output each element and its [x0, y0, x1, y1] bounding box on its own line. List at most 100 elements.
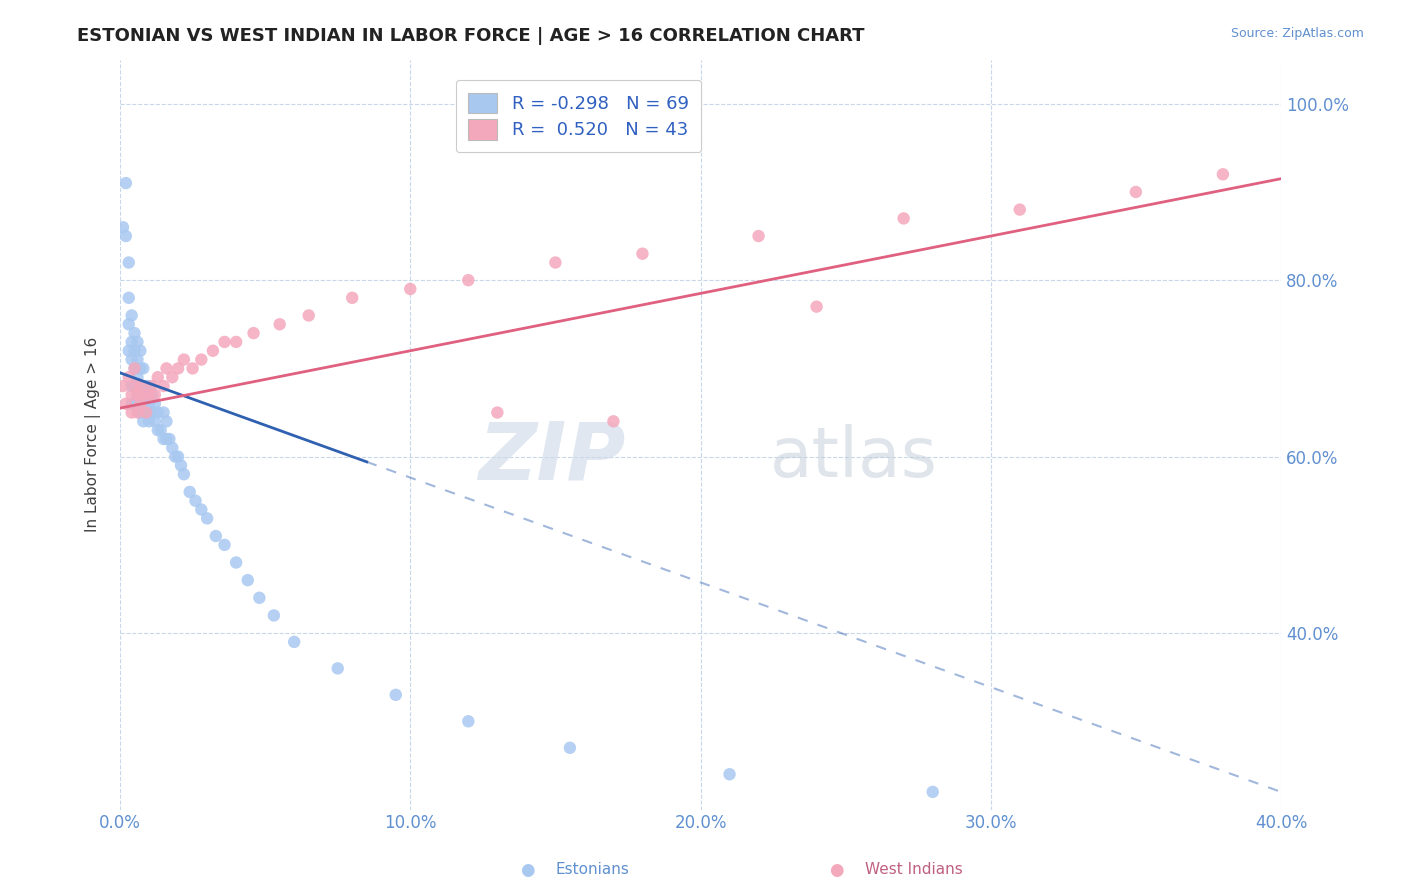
- Point: [129, 361, 152, 376]
- Point: [602, 414, 624, 428]
- Point: [127, 370, 149, 384]
- Point: [157, 432, 180, 446]
- Point: [184, 493, 207, 508]
- Point: [326, 661, 349, 675]
- Point: [893, 211, 915, 226]
- Point: [152, 432, 174, 446]
- Point: [141, 405, 163, 419]
- Point: [205, 529, 228, 543]
- Point: [138, 397, 160, 411]
- Text: atlas: atlas: [770, 424, 938, 491]
- Point: [214, 538, 236, 552]
- Point: [149, 423, 172, 437]
- Point: [181, 361, 204, 376]
- Point: [141, 379, 163, 393]
- Point: [155, 432, 177, 446]
- Point: [127, 388, 149, 402]
- Text: ●: ●: [830, 861, 844, 879]
- Point: [718, 767, 741, 781]
- Point: [155, 361, 177, 376]
- Point: [631, 246, 654, 260]
- Point: [124, 397, 146, 411]
- Point: [121, 379, 143, 393]
- Point: [298, 309, 321, 323]
- Point: [748, 229, 770, 244]
- Legend: R = -0.298   N = 69, R =  0.520   N = 43: R = -0.298 N = 69, R = 0.520 N = 43: [456, 80, 702, 153]
- Point: [558, 740, 581, 755]
- Point: [141, 388, 163, 402]
- Text: Source: ZipAtlas.com: Source: ZipAtlas.com: [1230, 27, 1364, 40]
- Point: [135, 405, 157, 419]
- Point: [170, 458, 193, 473]
- Point: [115, 176, 138, 190]
- Point: [138, 379, 160, 393]
- Point: [115, 397, 138, 411]
- Point: [132, 397, 155, 411]
- Point: [263, 608, 285, 623]
- Point: [111, 220, 134, 235]
- Text: Estonians: Estonians: [555, 863, 630, 877]
- Point: [225, 556, 247, 570]
- Point: [143, 414, 166, 428]
- Point: [124, 361, 146, 376]
- Point: [132, 379, 155, 393]
- Point: [179, 484, 201, 499]
- Point: [247, 591, 270, 605]
- Point: [283, 635, 305, 649]
- Point: [135, 405, 157, 419]
- Point: [146, 405, 169, 419]
- Point: [121, 405, 143, 419]
- Point: [236, 573, 259, 587]
- Point: [118, 318, 141, 332]
- Point: [127, 352, 149, 367]
- Point: [132, 414, 155, 428]
- Point: [138, 388, 160, 402]
- Point: [132, 388, 155, 402]
- Point: [269, 318, 291, 332]
- Point: [129, 397, 152, 411]
- Point: [129, 379, 152, 393]
- Point: [195, 511, 218, 525]
- Point: [214, 334, 236, 349]
- Point: [118, 255, 141, 269]
- Point: [921, 785, 943, 799]
- Point: [135, 388, 157, 402]
- Point: [806, 300, 828, 314]
- Point: [152, 405, 174, 419]
- Point: [152, 379, 174, 393]
- Point: [225, 334, 247, 349]
- Point: [201, 343, 224, 358]
- Point: [129, 405, 152, 419]
- Point: [486, 405, 509, 419]
- Point: [190, 502, 212, 516]
- Point: [342, 291, 364, 305]
- Point: [146, 370, 169, 384]
- Point: [124, 379, 146, 393]
- Text: ESTONIAN VS WEST INDIAN IN LABOR FORCE | AGE > 16 CORRELATION CHART: ESTONIAN VS WEST INDIAN IN LABOR FORCE |…: [77, 27, 865, 45]
- Y-axis label: In Labor Force | Age > 16: In Labor Force | Age > 16: [86, 337, 101, 533]
- Point: [162, 441, 184, 455]
- Point: [143, 397, 166, 411]
- Point: [384, 688, 406, 702]
- Point: [143, 388, 166, 402]
- Point: [127, 388, 149, 402]
- Point: [118, 343, 141, 358]
- Point: [118, 370, 141, 384]
- Text: West Indians: West Indians: [865, 863, 963, 877]
- Point: [167, 361, 190, 376]
- Point: [165, 450, 187, 464]
- Point: [111, 379, 134, 393]
- Point: [173, 352, 195, 367]
- Point: [1125, 185, 1147, 199]
- Point: [190, 352, 212, 367]
- Point: [121, 309, 143, 323]
- Point: [118, 291, 141, 305]
- Point: [124, 379, 146, 393]
- Point: [127, 334, 149, 349]
- Point: [146, 423, 169, 437]
- Point: [167, 450, 190, 464]
- Point: [127, 405, 149, 419]
- Point: [544, 255, 567, 269]
- Point: [457, 273, 479, 287]
- Point: [121, 352, 143, 367]
